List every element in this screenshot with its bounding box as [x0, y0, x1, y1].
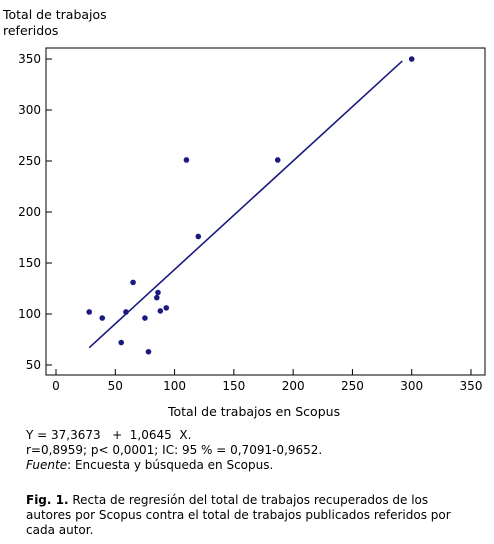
data-point	[163, 305, 170, 311]
y-tick-label: 100	[18, 307, 41, 321]
caption-text: Recta de regresión del total de trabajos…	[26, 493, 451, 537]
x-tick-label: 50	[108, 379, 123, 393]
x-tick-label: 250	[341, 379, 364, 393]
regression-line	[88, 60, 403, 349]
x-tick-label: 100	[163, 379, 186, 393]
x-tick-label: 150	[222, 379, 245, 393]
y-tick-label: 200	[18, 205, 41, 219]
data-point	[86, 309, 92, 315]
data-point	[130, 279, 136, 286]
data-point	[274, 157, 281, 163]
data-point	[118, 339, 125, 346]
y-tick-label: 150	[18, 256, 41, 270]
source-note: Fuente: Encuesta y búsqueda en Scopus.	[26, 458, 322, 473]
y-axis-label: Total de trabajos referidos	[3, 7, 143, 39]
data-point	[183, 157, 190, 163]
data-point	[155, 289, 161, 296]
source-label: Fuente	[26, 458, 68, 472]
data-point	[408, 56, 415, 62]
y-tick-label: 300	[18, 103, 41, 117]
data-point	[99, 315, 106, 321]
y-axis-label-line-1: Total de trabajos	[3, 7, 107, 22]
y-axis-label-line-2: referidos	[3, 23, 59, 38]
data-point	[195, 233, 202, 240]
data-point	[123, 309, 129, 315]
caption-label: Fig. 1.	[26, 493, 69, 507]
data-point	[142, 315, 148, 321]
x-tick-label: 300	[400, 379, 423, 393]
x-tick-label: 200	[282, 379, 305, 393]
figure-caption: Fig. 1. Recta de regresión del total de …	[26, 493, 472, 538]
x-axis-label: Total de trabajos en Scopus	[168, 404, 341, 419]
regression-stats: Y = 37,3673 + 1,0645 X. r=0,8959; p< 0,0…	[26, 428, 322, 473]
data-point	[157, 308, 164, 314]
source-text: : Encuesta y búsqueda en Scopus.	[67, 458, 274, 472]
y-tick-label: 350	[18, 52, 41, 66]
regression-equation: Y = 37,3673 + 1,0645 X.	[26, 428, 192, 442]
x-tick-label: 350	[460, 379, 483, 393]
x-tick-label: 0	[52, 379, 60, 393]
data-point	[153, 294, 160, 301]
y-tick-label: 50	[26, 358, 41, 372]
data-point	[145, 348, 152, 355]
y-tick-label: 250	[18, 154, 41, 168]
correlation-stats: r=0,8959; p< 0,0001; IC: 95 % = 0,7091-0…	[26, 443, 323, 457]
scatter-plot: 0 50 100 150 200 250 300 350 50 100 150 200 250 300 35…	[18, 47, 486, 393]
